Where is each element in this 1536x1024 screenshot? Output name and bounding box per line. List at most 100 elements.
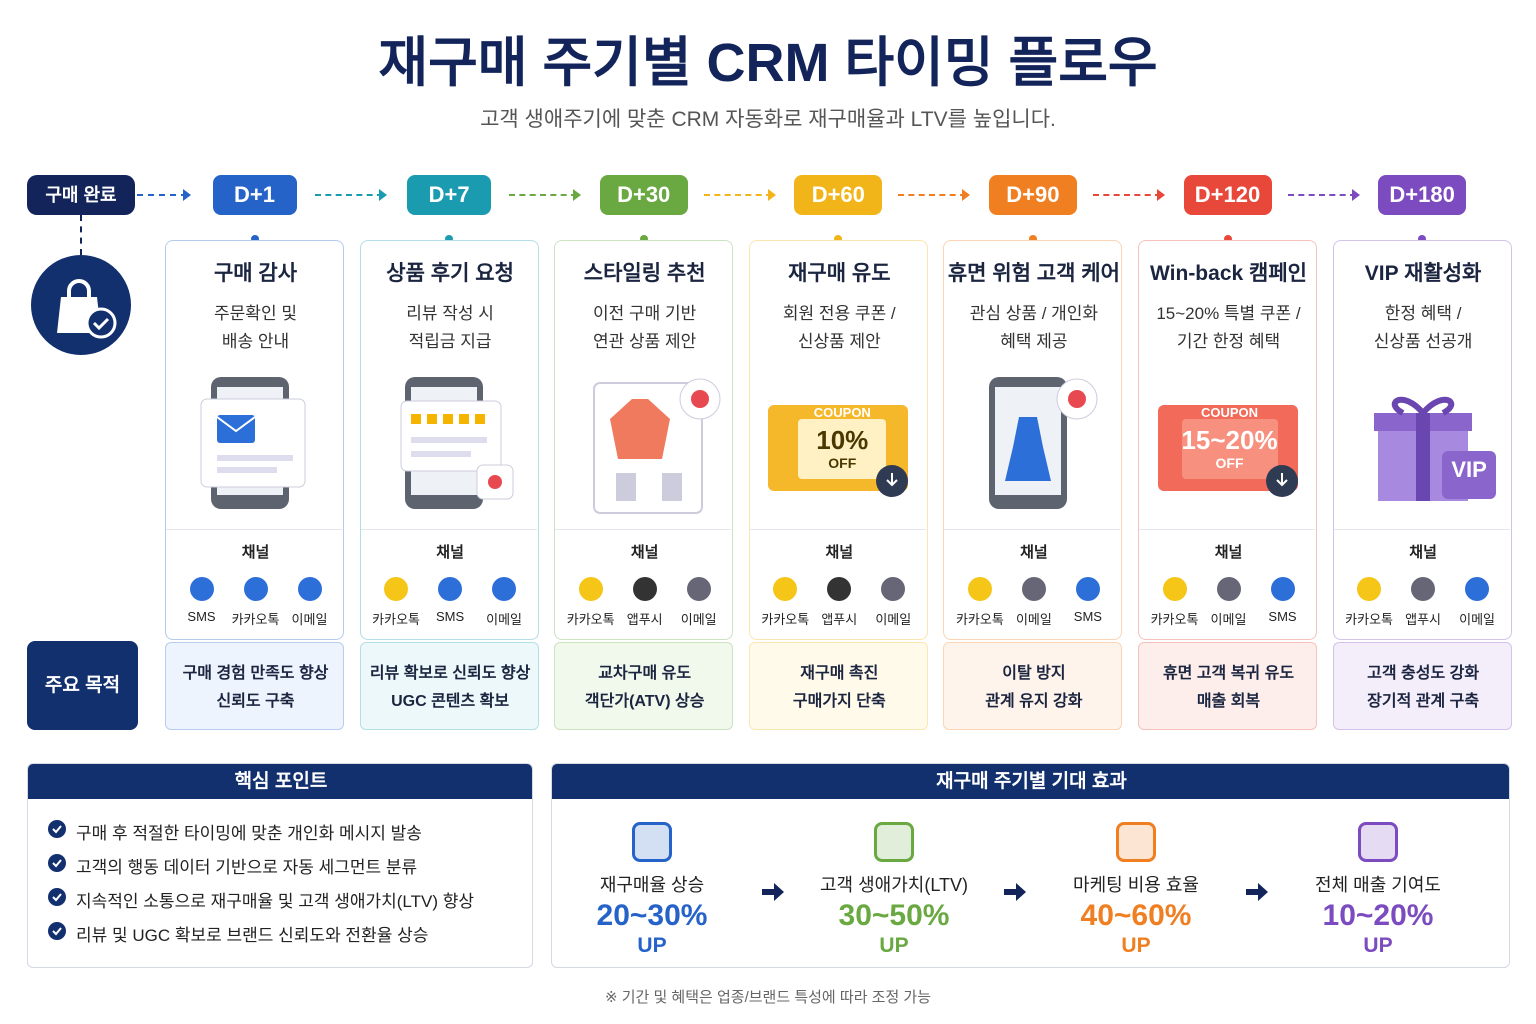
stage-dot [639, 235, 648, 243]
effect-value: 30~50% [838, 899, 950, 932]
effect-icon [1358, 822, 1398, 862]
illus-shape [488, 475, 503, 489]
illus-shape [216, 455, 293, 461]
illus-shape [609, 399, 670, 459]
stage-dot [445, 235, 454, 243]
channel-name: SMS [1268, 609, 1297, 624]
check-icon [48, 820, 66, 838]
illustration [949, 369, 1119, 519]
stage-desc: 연관 상품 제안 [593, 332, 697, 351]
illustration [365, 369, 535, 519]
flow-arrow [898, 194, 967, 196]
divider [1333, 529, 1510, 530]
stage-dot [1223, 235, 1232, 243]
title: 재구매 주기별 CRM 타이밍 플로우 [378, 33, 1158, 93]
goal-box: 교차구매 유도 객단가(ATV) 상승 [554, 642, 734, 730]
flow-arrow-head [573, 189, 582, 201]
key-points-panel: 핵심 포인트 구매 후 적절한 타이밍에 맞춘 개인화 메시지 발송 고객의 행동 … [27, 763, 533, 968]
flow-arrow [703, 194, 772, 196]
stage-desc: 신상품 제안 [797, 332, 881, 351]
day-pill: D+90 [988, 175, 1077, 215]
illus-shape [1004, 417, 1051, 481]
stage-title: 구매 감사 [213, 262, 298, 285]
coupon-text: COUPON [813, 405, 871, 420]
illus-shape [92, 317, 110, 331]
illus-shape [200, 398, 305, 488]
channel-name: SMS [1073, 609, 1102, 624]
channel-icon [881, 577, 906, 601]
illus-shape [1442, 451, 1497, 499]
channel-icon [189, 577, 214, 601]
illus-shape [85, 307, 117, 339]
stage-title: 스타일링 추천 [583, 262, 706, 285]
channel-name: 앱푸시 [1405, 612, 1442, 627]
illus-shape [1391, 396, 1455, 416]
stage-desc: 15~20% 특별 쿠폰 / [1156, 304, 1301, 323]
divider [555, 529, 732, 530]
effect-value: 40~60% [1080, 899, 1192, 932]
day-pill: D+30 [599, 175, 688, 215]
stage-title: 상품 후기 요청 [386, 262, 514, 285]
goal-box: 고객 충성도 강화 장기적 관계 구축 [1332, 642, 1512, 730]
stage-dot [834, 235, 843, 243]
coupon-text: OFF [828, 455, 857, 471]
goal-box: 이탈 방지 관계 유지 강화 [943, 642, 1123, 730]
effect-up: UP [1121, 934, 1151, 957]
stage-desc: 주문확인 및 [214, 304, 297, 323]
channel-name: 카카오톡 [1150, 612, 1199, 627]
effect-arrow [1246, 882, 1268, 902]
stage-card: VIP 재활성화 한정 혜택 / 신상품 선공개 VIP 채널 카카오톡 앱푸시 이메일 [1332, 240, 1512, 640]
flow-arrow [137, 194, 187, 196]
start-icon [31, 255, 131, 355]
illus-shape [1181, 419, 1278, 479]
channel-icon [1216, 577, 1241, 601]
illus-shape [52, 893, 62, 902]
goal-text: 장기적 관계 구축 [1367, 693, 1480, 710]
channel-name: 앱푸시 [626, 612, 663, 627]
stage-dot [250, 235, 259, 243]
illustration: VIP [1338, 369, 1508, 519]
illus-shape [1067, 390, 1086, 408]
day-pill: D+60 [794, 175, 883, 215]
connector [80, 215, 82, 255]
channel-label: 채널 [1020, 544, 1048, 561]
stage-desc: 적립금 지급 [408, 332, 492, 351]
channel-icon [1270, 577, 1295, 601]
panel-header: 핵심 포인트 [28, 764, 532, 799]
illus-shape [200, 377, 305, 509]
illustration: COUPON 15~20% OFF [1144, 369, 1314, 519]
flow-arrow [1093, 194, 1161, 196]
stage-card: 재구매 유도 회원 전용 쿠폰 / 신상품 제안 COUPON 10% OFF 채널 카카오톡… [748, 240, 928, 640]
goal-text: 교차구매 유도 [598, 665, 692, 682]
stage-card: 스타일링 추천 이전 구매 기반 연관 상품 제안 채널 카카오톡 앱푸시 이메일 [554, 240, 734, 640]
goal-text: 리뷰 확보로 신뢰도 향상 [369, 665, 531, 682]
illus-shape [67, 279, 91, 297]
illus-shape [661, 473, 682, 501]
illustration [171, 369, 341, 519]
goal-box: 리뷰 확보로 신뢰도 향상 UGC 콘텐츠 확보 [359, 642, 539, 730]
illus-shape [886, 473, 899, 487]
flow-arrow-head [1351, 189, 1360, 201]
goal-text: 신뢰도 구축 [216, 693, 295, 710]
channel-name: 카카오톡 [566, 612, 615, 627]
illus-shape [57, 279, 117, 339]
start-pill: 구매 완료 [27, 175, 135, 215]
channel-icon [1021, 577, 1046, 601]
illus-shape [1374, 396, 1497, 501]
effect-up: UP [1363, 934, 1393, 957]
stage-desc: 한정 혜택 / [1384, 304, 1462, 323]
divider [166, 529, 342, 530]
flow-arrow-head [378, 189, 387, 201]
illustration [560, 369, 730, 519]
channel-icon [297, 577, 322, 601]
channel-name: 카카오톡 [372, 612, 421, 627]
panel-header: 재구매 주기별 기대 효과 [552, 764, 1509, 799]
channel-icon [632, 577, 657, 601]
flow-arrow-head [962, 189, 971, 201]
illus-shape [762, 883, 784, 901]
stage-desc: 혜택 제공 [1000, 332, 1068, 351]
illus-shape [592, 378, 721, 514]
channel-label: 채널 [825, 544, 854, 561]
stage-desc: 기간 한정 혜택 [1176, 332, 1281, 351]
